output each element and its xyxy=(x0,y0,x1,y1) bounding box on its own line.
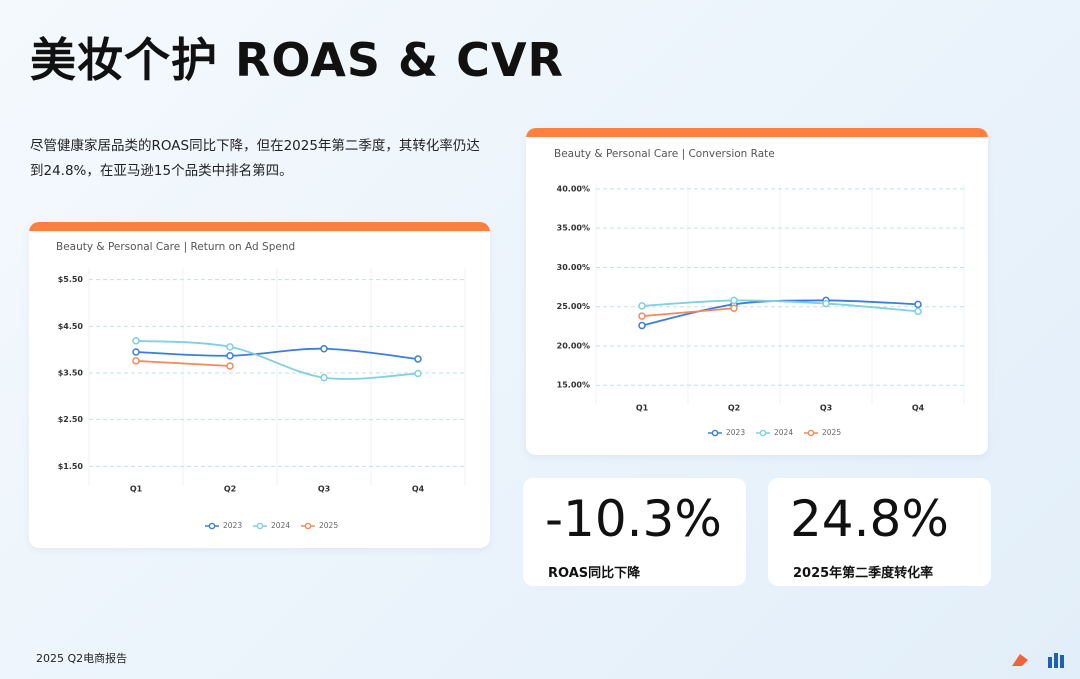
kpi-card: -10.3% ROAS同比下降 xyxy=(523,478,746,586)
y-tick-label: $3.50 xyxy=(58,369,84,378)
kpi-label: ROAS同比下降 xyxy=(548,566,641,581)
logos xyxy=(1012,653,1064,668)
page-title: 美妆个护 ROAS & CVR xyxy=(30,33,564,87)
legend-label: 2025 xyxy=(319,521,338,530)
logo-icon xyxy=(1054,653,1058,668)
y-tick-label: 15.00% xyxy=(557,381,590,390)
x-tick-label: Q2 xyxy=(728,404,740,413)
chart-title: Beauty & Personal Care | Return on Ad Sp… xyxy=(56,241,295,253)
data-point xyxy=(414,369,422,378)
data-point xyxy=(132,357,140,365)
legend-label: 2024 xyxy=(271,521,290,530)
description: 尽管健康家居品类的ROAS同比下降，但在2025年第二季度，其转化率仍达到24.… xyxy=(30,138,480,179)
chart-title: Beauty & Personal Care | Conversion Rate xyxy=(554,148,775,160)
y-tick-label: 35.00% xyxy=(557,224,590,233)
y-tick-label: 30.00% xyxy=(557,263,590,272)
data-point xyxy=(226,351,234,360)
card-accent xyxy=(526,128,988,137)
x-tick-label: Q2 xyxy=(224,485,236,494)
kpi-label: 2025年第二季度转化率 xyxy=(793,566,934,581)
chart: Beauty & Personal Care | Return on Ad Sp… xyxy=(56,241,466,530)
chart-card: Beauty & Personal Care | Return on Ad Sp… xyxy=(29,222,490,548)
card-accent xyxy=(29,222,490,231)
kpi-card: 24.8% 2025年第二季度转化率 xyxy=(768,478,991,586)
data-point xyxy=(730,296,738,305)
legend-label: 2023 xyxy=(223,521,242,530)
data-point xyxy=(320,373,328,382)
y-tick-label: 25.00% xyxy=(557,302,590,311)
series-line xyxy=(641,307,735,318)
x-tick-label: Q1 xyxy=(130,485,143,494)
series-line xyxy=(641,299,919,313)
legend-label: 2025 xyxy=(822,428,841,437)
data-point xyxy=(730,304,738,313)
data-point xyxy=(638,321,646,330)
logo-icon xyxy=(1060,655,1064,668)
series-line xyxy=(135,347,419,360)
kpi-value: 24.8% xyxy=(790,490,949,548)
x-tick-label: Q3 xyxy=(820,404,832,413)
y-tick-label: 40.00% xyxy=(557,184,590,193)
data-point xyxy=(320,344,328,353)
series-line xyxy=(135,359,231,367)
x-tick-label: Q4 xyxy=(412,485,425,494)
data-point xyxy=(914,307,922,316)
x-tick-label: Q1 xyxy=(636,404,649,413)
x-tick-label: Q4 xyxy=(912,404,925,413)
data-point xyxy=(914,300,922,309)
logo-icon xyxy=(1012,654,1028,666)
legend-swatch xyxy=(304,522,312,530)
y-tick-label: $5.50 xyxy=(58,275,84,284)
y-tick-label: $2.50 xyxy=(58,415,84,424)
data-point xyxy=(132,337,140,345)
data-point xyxy=(132,348,140,356)
legend-swatch xyxy=(256,522,264,530)
y-tick-label: $4.50 xyxy=(58,322,84,331)
legend-swatch xyxy=(807,429,815,437)
data-point xyxy=(638,302,646,310)
chart-card: Beauty & Personal Care | Conversion Rate… xyxy=(526,128,988,455)
legend-swatch xyxy=(208,522,216,530)
x-tick-label: Q3 xyxy=(318,485,330,494)
data-point xyxy=(226,362,234,370)
legend-label: 2024 xyxy=(774,428,793,437)
footer: 2025 Q2电商报告 xyxy=(36,652,128,665)
y-tick-label: $1.50 xyxy=(58,462,84,471)
data-point xyxy=(226,343,234,351)
data-point xyxy=(638,312,646,320)
series-line xyxy=(135,339,419,380)
logo-icon xyxy=(1048,657,1052,668)
legend-swatch xyxy=(759,429,767,437)
y-tick-label: 20.00% xyxy=(557,341,590,350)
kpi-value: -10.3% xyxy=(545,490,722,548)
chart: Beauty & Personal Care | Conversion Rate… xyxy=(554,148,965,437)
data-point xyxy=(822,299,830,308)
data-point xyxy=(414,355,422,363)
legend-label: 2023 xyxy=(726,428,745,437)
legend-swatch xyxy=(711,429,719,437)
